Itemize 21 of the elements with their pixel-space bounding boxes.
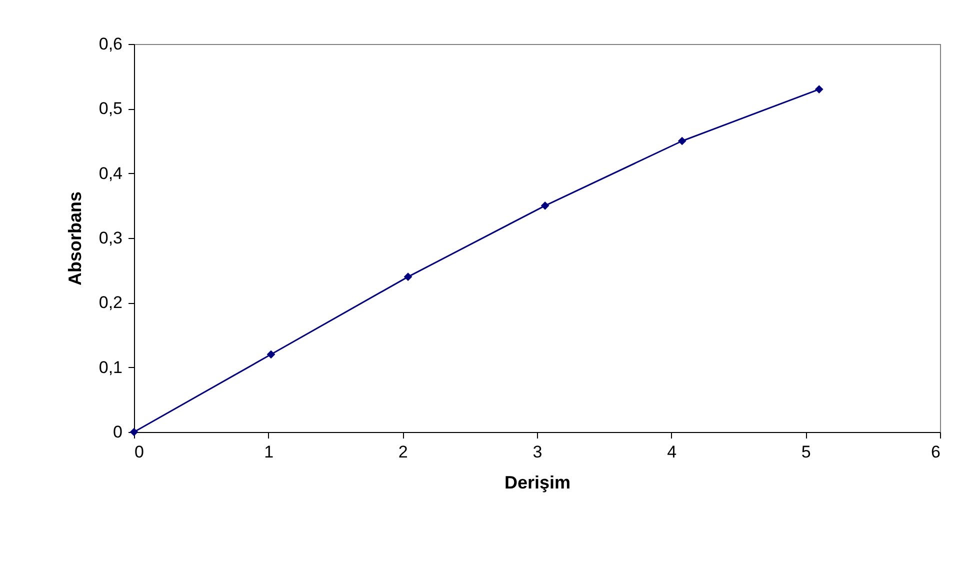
- x-axis-title: Derişim: [504, 472, 571, 492]
- x-tick-label: 3: [532, 442, 542, 462]
- y-tick-label: 0,5: [98, 99, 122, 118]
- y-tick-label: 0,1: [98, 358, 122, 377]
- y-tick-label: 0,6: [98, 34, 122, 54]
- x-tick-label: 0: [134, 442, 144, 462]
- point: [678, 136, 686, 146]
- x-tick-label: 1: [264, 442, 274, 462]
- x-tick-label: 6: [931, 442, 940, 462]
- x-tick-label: 5: [801, 442, 811, 462]
- y-axis-title: Absorbans: [64, 191, 85, 286]
- y-tick-label: 0,2: [98, 293, 122, 312]
- x-tick-label: 2: [398, 442, 408, 462]
- point: [540, 201, 550, 210]
- point: [404, 272, 412, 281]
- point: [814, 85, 824, 94]
- y-tick-label: 0: [113, 422, 122, 442]
- point: [266, 350, 276, 359]
- y-tick-label: 0,4: [98, 164, 122, 183]
- x-tick-label: 4: [667, 442, 677, 462]
- y-tick-label: 0,3: [98, 228, 122, 248]
